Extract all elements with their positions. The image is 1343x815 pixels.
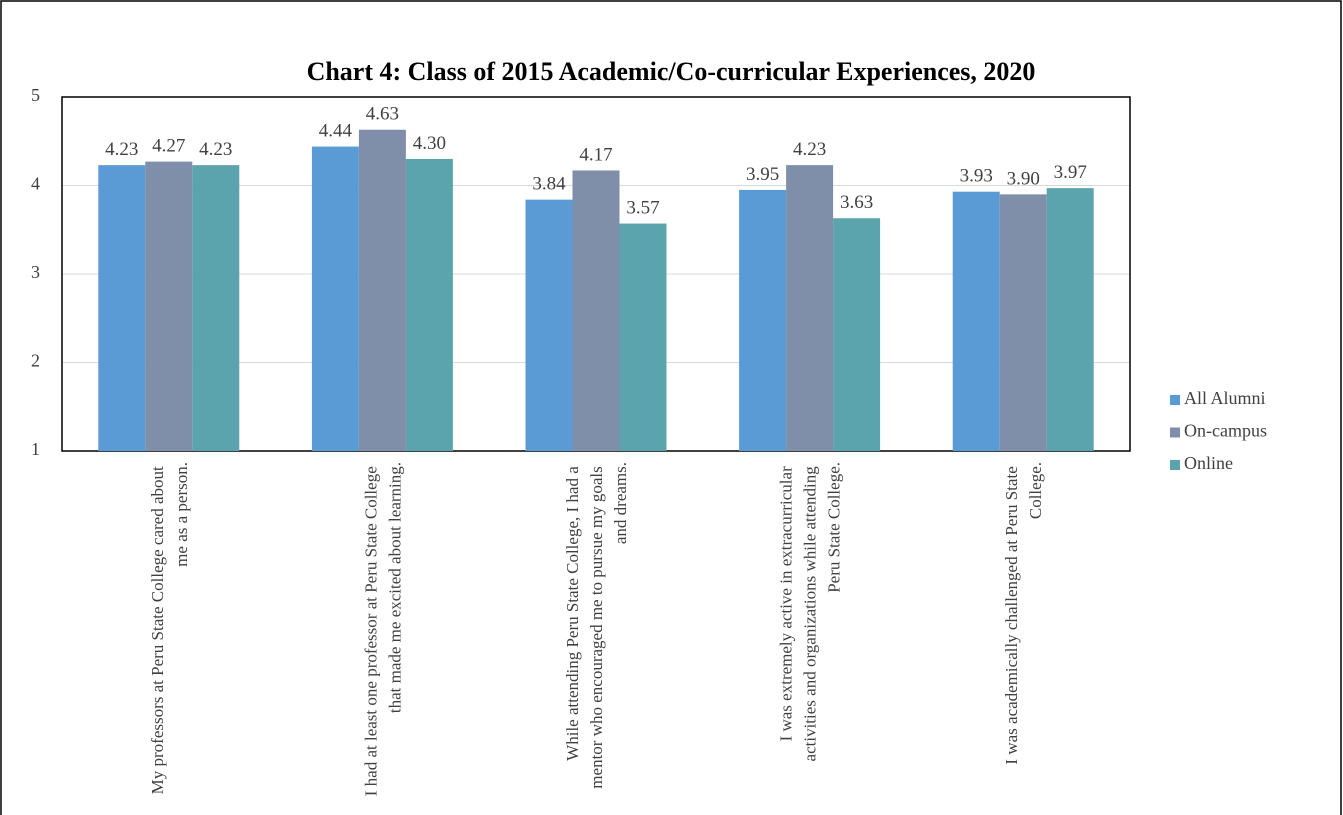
x-tick-label: While attending Peru State College, I ha… xyxy=(563,462,630,789)
x-tick-label-line: I was extremely active in extracurricula… xyxy=(777,462,796,741)
bar xyxy=(311,146,359,451)
bar xyxy=(619,223,667,451)
bar xyxy=(786,165,834,451)
y-tick-label: 4 xyxy=(31,174,40,194)
data-label: 3.93 xyxy=(960,166,993,187)
legend-swatch xyxy=(1170,395,1180,405)
data-label: 3.97 xyxy=(1054,162,1087,183)
bar xyxy=(525,199,573,451)
y-tick-label: 5 xyxy=(31,85,40,105)
legend-label: Online xyxy=(1184,453,1233,473)
bar xyxy=(145,161,193,452)
x-tick-label: My professors at Peru State College care… xyxy=(148,462,191,794)
data-label: 4.17 xyxy=(579,144,612,165)
y-tick-label: 1 xyxy=(31,439,40,459)
x-tick-label-line: me as a person. xyxy=(172,462,191,567)
bar xyxy=(192,165,240,451)
bar xyxy=(1046,188,1094,451)
data-label: 4.30 xyxy=(413,133,446,154)
data-label: 3.90 xyxy=(1007,168,1040,189)
x-tick-label-line: I had at least one professor at Peru Sta… xyxy=(361,462,380,796)
bar xyxy=(405,158,453,451)
data-label: 4.44 xyxy=(319,121,353,142)
data-label: 4.23 xyxy=(105,139,138,160)
data-label: 3.63 xyxy=(840,192,873,213)
legend-label: All Alumni xyxy=(1184,388,1266,408)
data-label: 3.84 xyxy=(532,174,566,195)
bar xyxy=(358,129,406,451)
x-tick-label-line: activities and organizations while atten… xyxy=(801,462,820,761)
x-tick-label-line: College. xyxy=(1026,462,1045,519)
data-label: 3.95 xyxy=(746,164,779,185)
bar xyxy=(952,191,1000,451)
x-tick-label-line: My professors at Peru State College care… xyxy=(148,462,167,794)
x-tick-label: I was extremely active in extracurricula… xyxy=(777,462,844,761)
data-label: 4.23 xyxy=(199,139,232,160)
x-tick-label: I was academically challenged at Peru St… xyxy=(1002,462,1045,765)
x-tick-label-line: Peru State College. xyxy=(825,462,844,593)
chart-title: Chart 4: Class of 2015 Academic/Co-curri… xyxy=(307,57,1036,86)
bar xyxy=(833,218,881,451)
y-tick-label: 3 xyxy=(31,262,40,282)
x-tick-label-line: and dreams. xyxy=(611,462,630,544)
x-tick-label-line: that made me excited about learning. xyxy=(385,462,404,713)
x-tick-label-line: I was academically challenged at Peru St… xyxy=(1002,462,1021,765)
y-tick-label: 2 xyxy=(31,351,40,371)
legend-label: On-campus xyxy=(1184,421,1267,441)
x-tick-label-line: mentor who encouraged me to pursue my go… xyxy=(587,462,606,789)
legend-swatch xyxy=(1170,427,1180,438)
data-label: 4.63 xyxy=(366,104,399,125)
data-label: 4.27 xyxy=(152,136,185,157)
x-tick-label-line: While attending Peru State College, I ha… xyxy=(563,462,582,761)
data-label: 4.23 xyxy=(793,139,826,160)
bar xyxy=(999,194,1047,451)
data-label: 3.57 xyxy=(626,198,659,219)
bar xyxy=(572,170,620,451)
x-tick-label: I had at least one professor at Peru Sta… xyxy=(361,462,404,796)
legend-swatch xyxy=(1170,460,1180,470)
bar xyxy=(739,189,787,452)
bar xyxy=(98,165,146,451)
